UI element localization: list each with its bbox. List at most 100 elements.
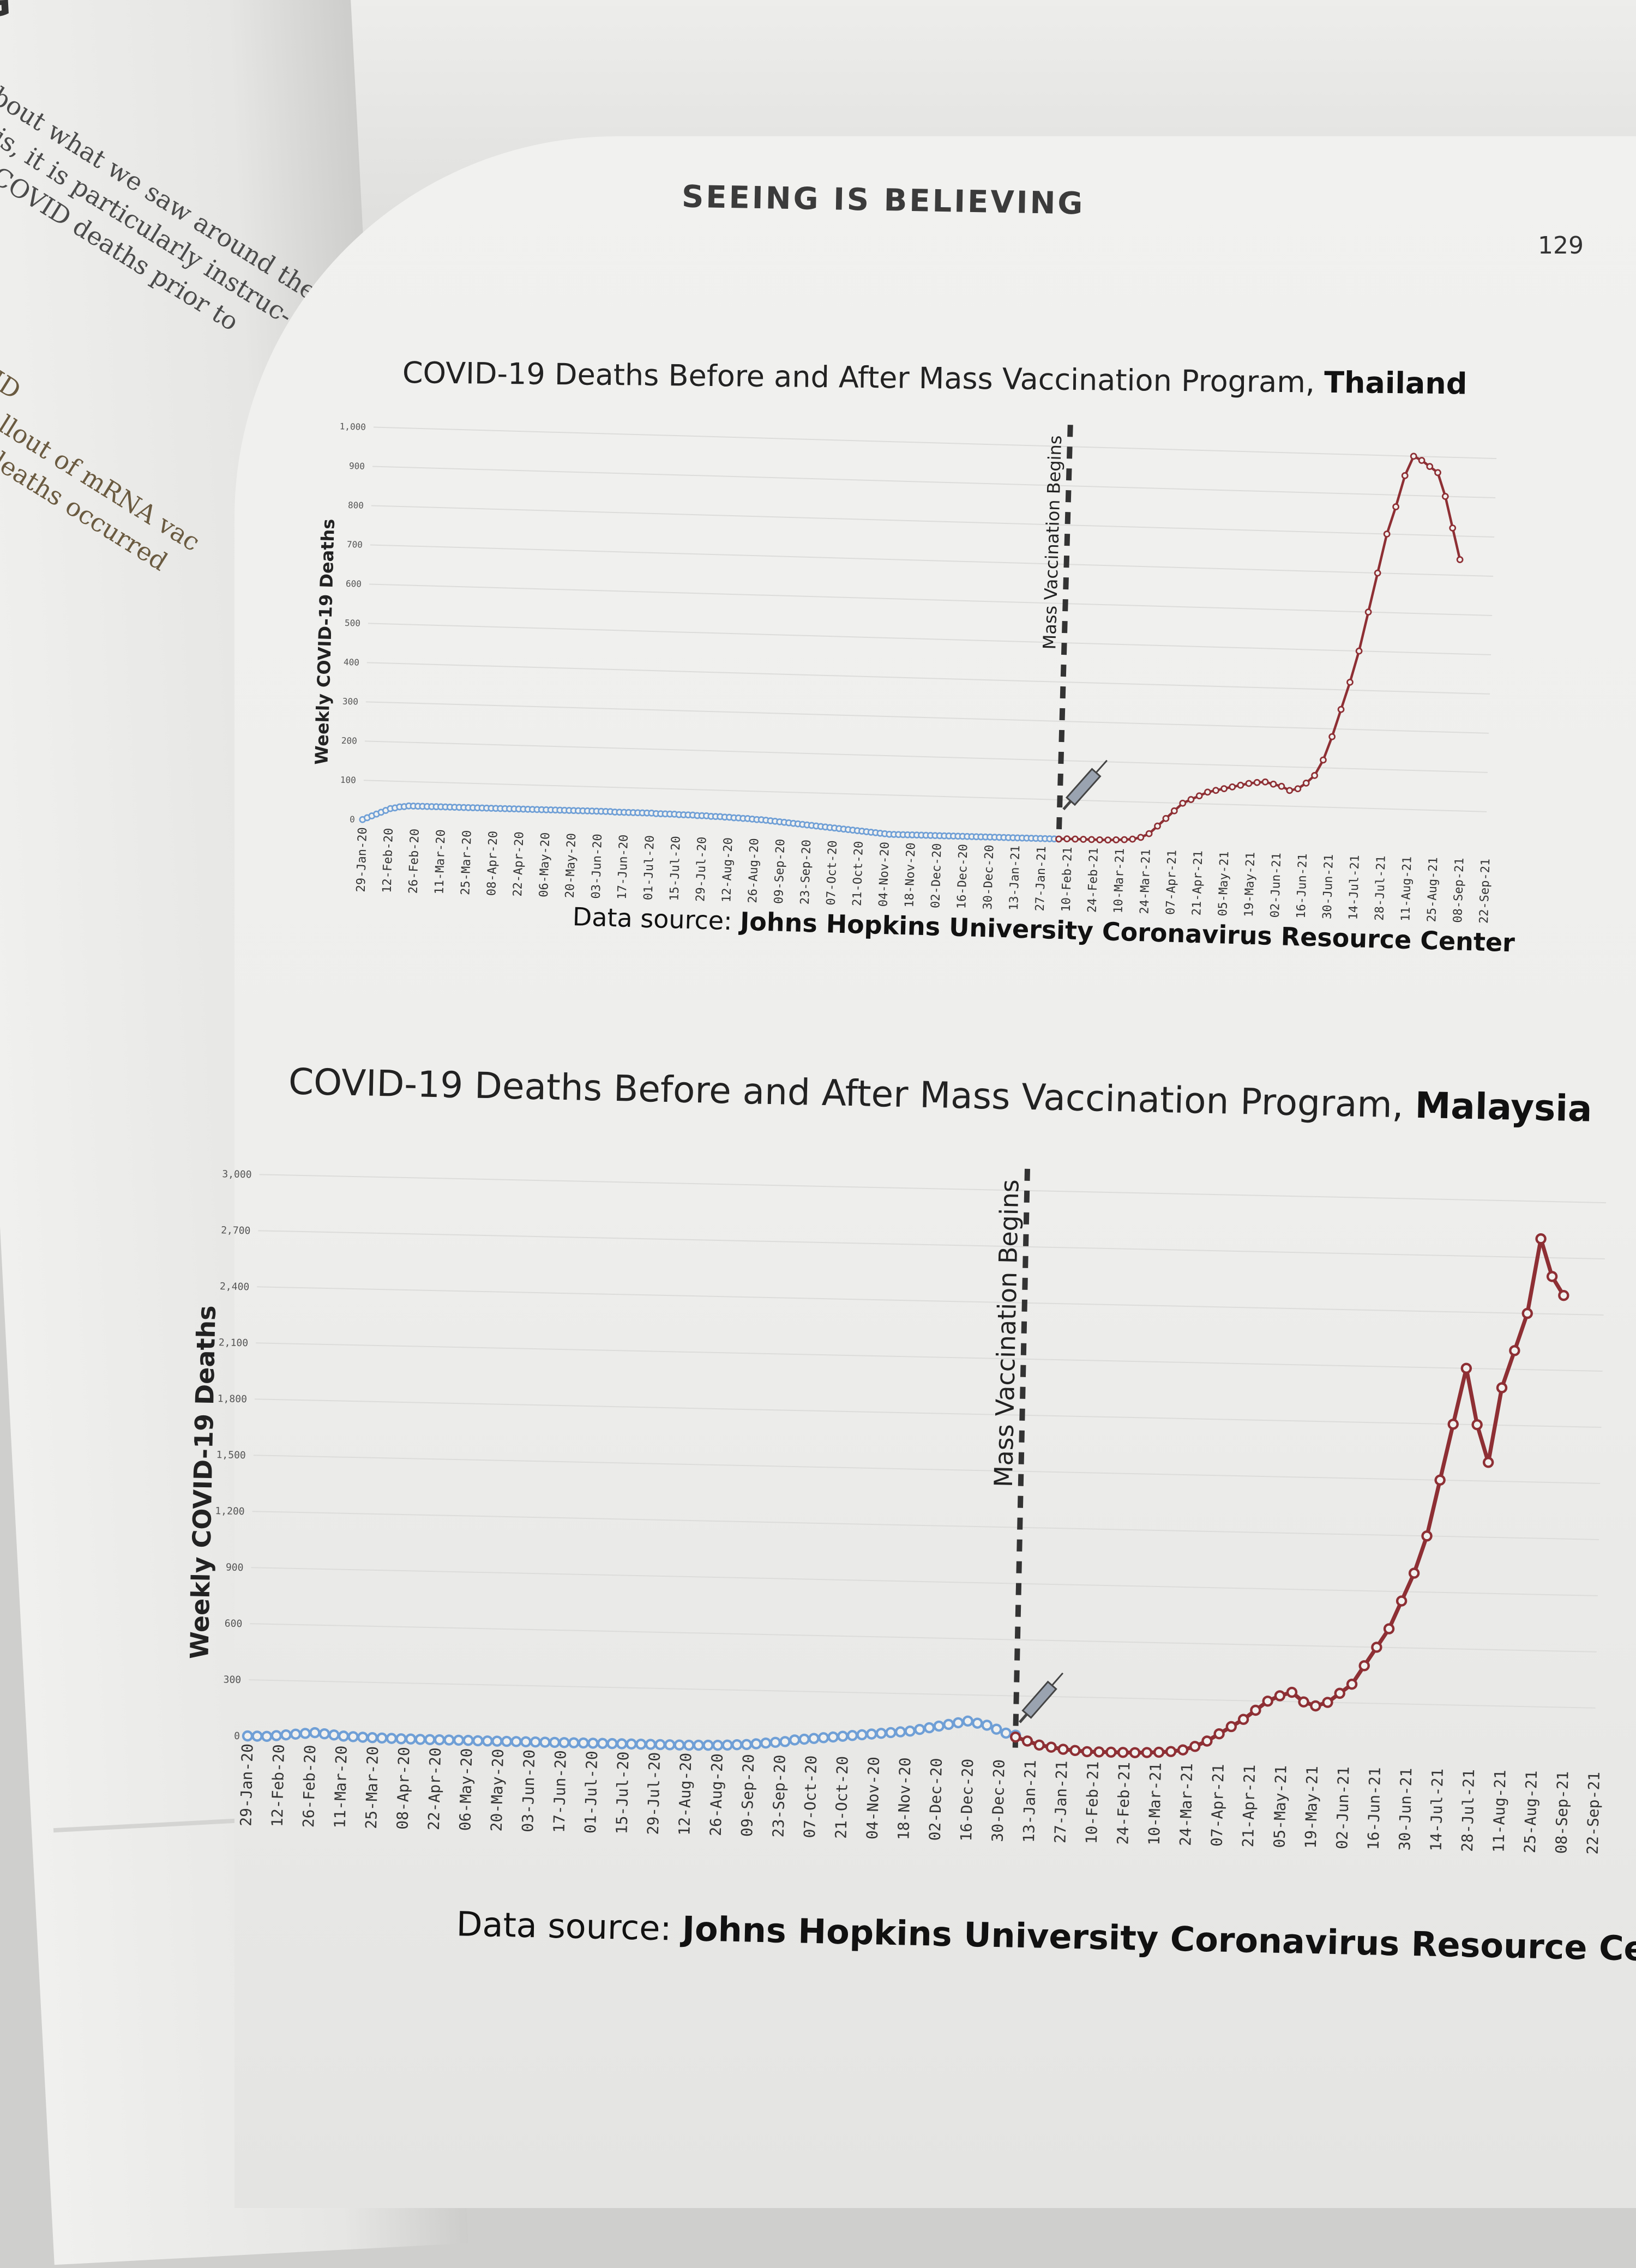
gridline bbox=[250, 1623, 1597, 1652]
x-tick-label: 07-Oct-20 bbox=[801, 1755, 820, 1838]
after-vaccination-series-point bbox=[1187, 796, 1195, 803]
x-tick-label: 21-Apr-21 bbox=[1190, 850, 1205, 916]
before-vaccination-series-point bbox=[558, 1737, 570, 1748]
x-tick-label: 13-Jan-21 bbox=[1020, 1760, 1039, 1843]
after-vaccination-series-point bbox=[1286, 787, 1294, 794]
syringe-icon bbox=[1062, 759, 1108, 811]
before-vaccination-series-point bbox=[923, 1722, 935, 1734]
x-tick-label: 24-Feb-21 bbox=[1114, 1762, 1133, 1844]
after-vaccination-series-point bbox=[1057, 1744, 1069, 1755]
after-vaccination-series-point bbox=[1374, 569, 1381, 577]
x-tick-label: 01-Jul-20 bbox=[642, 835, 657, 901]
left-page-text-block-1: ticle about what we saw around the r ana… bbox=[0, 38, 323, 365]
before-vaccination-series-point bbox=[501, 1735, 513, 1747]
after-vaccination-series-point bbox=[1270, 780, 1277, 788]
after-vaccination-series-point bbox=[1358, 1660, 1370, 1672]
x-tick-label: 19-May-21 bbox=[1242, 852, 1258, 917]
chart-title: COVID-19 Deaths Before and After Mass Va… bbox=[402, 355, 1467, 401]
syringe-plunger bbox=[1062, 800, 1072, 811]
before-vaccination-series-point bbox=[270, 1730, 282, 1741]
after-vaccination-series-point bbox=[1410, 453, 1417, 460]
before-vaccination-series-point bbox=[616, 1738, 628, 1750]
before-vaccination-series-point bbox=[712, 1739, 724, 1751]
before-vaccination-series-point bbox=[597, 1738, 609, 1749]
chart-source-prefix: Data source: bbox=[456, 1904, 683, 1949]
before-vaccination-series-point bbox=[779, 1736, 791, 1747]
before-vaccination-series-point bbox=[875, 1728, 887, 1739]
gridline bbox=[257, 1286, 1604, 1316]
chart-title-country: Malaysia bbox=[1414, 1084, 1593, 1130]
chart-title-country: Thailand bbox=[1324, 365, 1467, 401]
before-vaccination-series-point bbox=[549, 1736, 561, 1748]
x-tick-label: 08-Apr-20 bbox=[485, 831, 500, 896]
before-vaccination-series-point bbox=[472, 1735, 484, 1747]
before-vaccination-series-point bbox=[817, 1732, 829, 1744]
after-vaccination-series-point bbox=[1055, 835, 1062, 843]
before-vaccination-series-point bbox=[769, 1736, 781, 1748]
x-tick-label: 24-Mar-21 bbox=[1138, 849, 1153, 914]
after-vaccination-series-point bbox=[1460, 1362, 1472, 1374]
after-vaccination-series-point bbox=[1165, 1746, 1177, 1757]
after-vaccination-series-point bbox=[1434, 1474, 1446, 1486]
gridline bbox=[252, 1511, 1599, 1540]
after-vaccination-series-point bbox=[1346, 1678, 1358, 1690]
x-tick-label: 26-Feb-20 bbox=[299, 1745, 319, 1827]
after-vaccination-series-point bbox=[1408, 1567, 1420, 1579]
x-tick-label: 11-Aug-21 bbox=[1399, 856, 1414, 921]
x-tick-label: 16-Dec-20 bbox=[957, 1758, 977, 1841]
chart-plot: 0 300 600 900 1,200 1,500 1,800 2,100 2,400 2,700… bbox=[184, 1168, 1607, 1855]
after-vaccination-series-point bbox=[1535, 1233, 1547, 1245]
after-vaccination-series-point bbox=[1069, 1745, 1081, 1756]
gridline bbox=[258, 1230, 1605, 1260]
before-vaccination-series-point bbox=[721, 1739, 733, 1751]
gridline bbox=[369, 583, 1493, 616]
x-tick-label: 14-Jul-21 bbox=[1427, 1768, 1447, 1851]
before-vaccination-series-point bbox=[453, 1734, 465, 1746]
after-vaccination-series-point bbox=[1009, 1731, 1021, 1743]
x-tick-label: 29-Jul-20 bbox=[694, 836, 709, 902]
gridline bbox=[365, 701, 1489, 734]
y-tick-label: 3,000 bbox=[222, 1168, 252, 1180]
before-vaccination-series-point bbox=[693, 1739, 705, 1751]
after-vaccination-series-line bbox=[1015, 1238, 1566, 1755]
before-vaccination-series-point bbox=[318, 1728, 330, 1740]
x-tick-label: 22-Sep-21 bbox=[1584, 1772, 1603, 1855]
after-vaccination-series-point bbox=[1496, 1382, 1508, 1394]
after-vaccination-series-point bbox=[1310, 1700, 1321, 1712]
y-tick-label: 2,400 bbox=[220, 1281, 250, 1293]
before-vaccination-series-point bbox=[261, 1730, 273, 1742]
before-vaccination-series-point bbox=[357, 1732, 369, 1743]
after-vaccination-series-point bbox=[1220, 785, 1228, 792]
y-tick-label: 900 bbox=[226, 1562, 244, 1574]
x-tick-label: 22-Sep-21 bbox=[1477, 858, 1493, 924]
x-tick-label: 16-Jun-21 bbox=[1364, 1767, 1384, 1850]
before-vaccination-series-point bbox=[808, 1733, 820, 1744]
after-vaccination-series-point bbox=[1278, 782, 1285, 790]
left-page-text-block-2: COVID vide rollout of mRNA vac COVID dea… bbox=[0, 332, 224, 587]
before-vaccination-series-point bbox=[664, 1739, 676, 1751]
before-vaccination-series-point bbox=[539, 1736, 551, 1748]
before-vaccination-series-point bbox=[952, 1717, 964, 1729]
gridline bbox=[254, 1398, 1602, 1428]
y-tick-label: 900 bbox=[349, 461, 365, 472]
after-vaccination-series-point bbox=[1195, 792, 1203, 800]
after-vaccination-series-point bbox=[1509, 1345, 1520, 1356]
y-axis-label: Weekly COVID-19 Deaths bbox=[311, 518, 339, 765]
after-vaccination-series-point bbox=[1121, 836, 1128, 843]
before-vaccination-series-point bbox=[789, 1734, 801, 1746]
x-tick-label: 15-Jul-20 bbox=[612, 1751, 632, 1834]
y-tick-label: 400 bbox=[344, 657, 359, 668]
after-vaccination-series-point bbox=[1371, 1642, 1382, 1653]
y-tick-label: 1,000 bbox=[340, 421, 366, 432]
before-vaccination-series-point bbox=[827, 1731, 839, 1743]
x-tick-label: 07-Apr-21 bbox=[1208, 1764, 1228, 1847]
x-tick-label: 07-Apr-21 bbox=[1164, 849, 1179, 915]
x-tick-label: 06-May-20 bbox=[456, 1748, 476, 1831]
syringe-icon bbox=[1018, 1672, 1064, 1723]
x-tick-label: 28-Jul-21 bbox=[1373, 855, 1388, 921]
before-vaccination-series-point bbox=[846, 1730, 858, 1741]
after-vaccination-series-point bbox=[1253, 779, 1261, 786]
after-vaccination-series-point bbox=[1081, 1746, 1093, 1758]
x-tick-label: 19-May-21 bbox=[1302, 1766, 1321, 1849]
after-vaccination-series-point bbox=[1225, 1721, 1237, 1733]
